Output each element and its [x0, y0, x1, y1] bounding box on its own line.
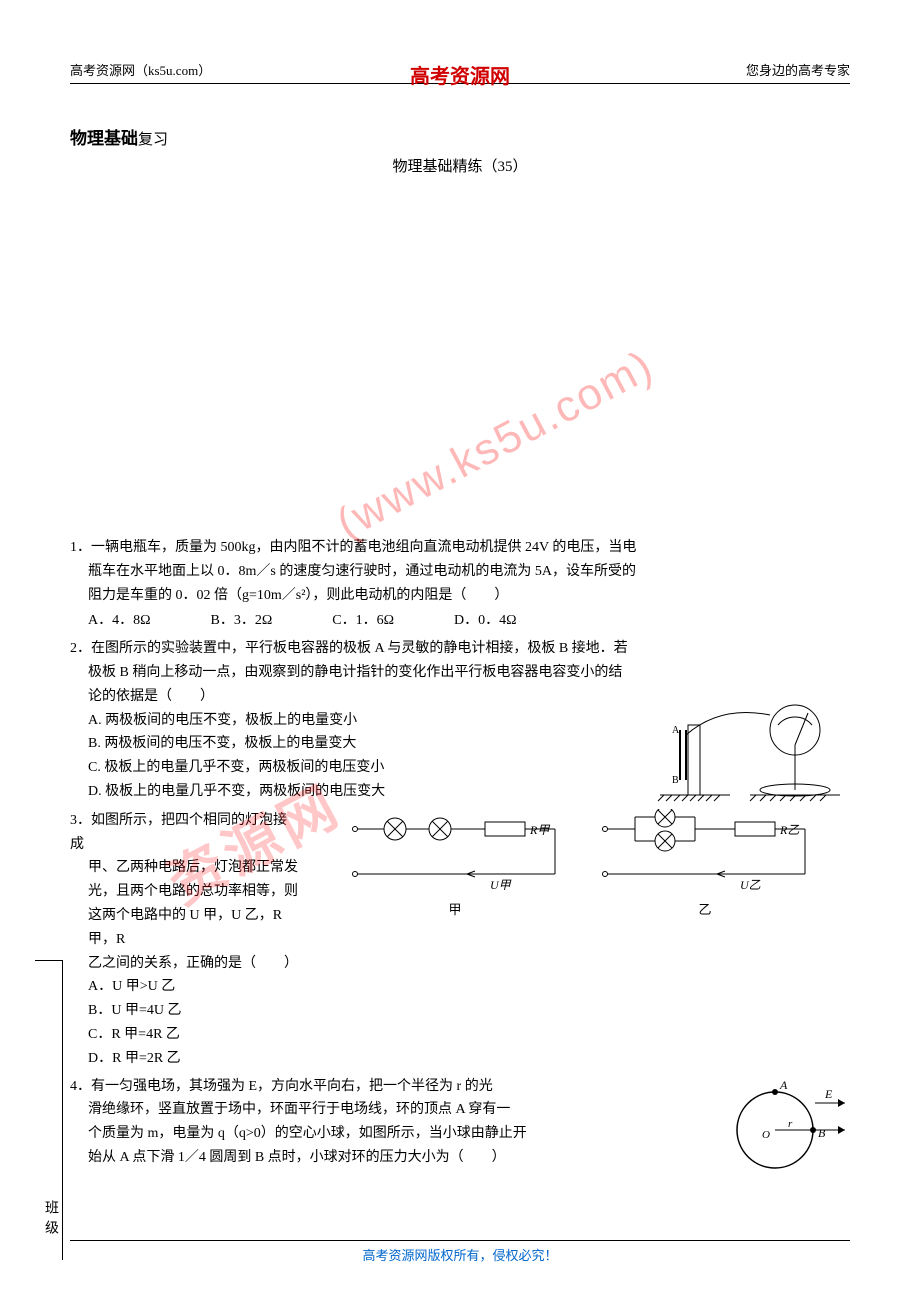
q2-opt-a: A. 两极板间的电压不变，极板上的电量变小: [70, 709, 640, 733]
q1-opt-a: A．4．8Ω: [88, 609, 151, 633]
q3-opt-c: C．R 甲=4R 乙: [88, 1023, 850, 1047]
q2-line1: 在图所示的实验装置中，平行板电容器的极板 A 与灵敏的静电计相接，极板 B 接地…: [91, 641, 628, 656]
q2-figure: A B: [650, 685, 850, 805]
svg-text:B: B: [672, 775, 679, 786]
svg-text:r: r: [788, 1118, 793, 1130]
q3-fig-jia: R甲 U甲 甲: [345, 809, 565, 921]
q4-line3: 个质量为 m，电量为 q（q>0）的空心小球，如图所示，当小球由静止开: [70, 1122, 710, 1146]
title-sub: 复习: [138, 132, 168, 148]
q2-line2: 极板 B 稍向上移动一点，由观察到的静电计指针的变化作出平行板电容器电容变小的结: [70, 661, 850, 685]
q3-cap-jia: 甲: [345, 899, 565, 921]
q1-opt-d: D．0．4Ω: [454, 609, 517, 633]
q2-opt-b: B. 两极板间的电压不变，极板上的电量变大: [70, 732, 640, 756]
q3-num: 3．: [70, 813, 91, 828]
q4-line1: 有一匀强电场，其场强为 E，方向水平向右，把一个半径为 r 的光: [91, 1079, 493, 1094]
q1-options: A．4．8Ω B．3．2Ω C．1．6Ω D．0．4Ω: [70, 609, 850, 633]
header-right: 您身边的高考专家: [746, 60, 850, 79]
header-center: 高考资源网: [410, 60, 510, 89]
q2-line3: 论的依据是（ ）: [70, 685, 640, 709]
q1-line1: 一辆电瓶车，质量为 500kg，由内阻不计的蓄电池组向直流电动机提供 24V 的…: [91, 540, 636, 555]
q3-figures: R甲 U甲 甲: [310, 809, 850, 921]
question-1: 1．一辆电瓶车，质量为 500kg，由内阻不计的蓄电池组向直流电动机提供 24V…: [70, 536, 850, 633]
side-border-top: [35, 960, 63, 961]
q1-opt-c: C．1．6Ω: [332, 609, 394, 633]
content-area: 1．一辆电瓶车，质量为 500kg，由内阻不计的蓄电池组向直流电动机提供 24V…: [70, 536, 850, 1175]
question-4: 4．有一匀强电场，其场强为 E，方向水平向右，把一个半径为 r 的光 滑绝缘环，…: [70, 1075, 850, 1175]
q3-fig-yi: R乙 U乙 乙: [595, 809, 815, 921]
side-border: [62, 960, 63, 1260]
q1-num: 1．: [70, 540, 91, 555]
q3-opt-b: B．U 甲=4U 乙: [88, 999, 850, 1023]
svg-text:A: A: [779, 1078, 788, 1092]
subtitle: 物理基础精练（35）: [70, 155, 850, 176]
side-label: 班级: [40, 1200, 60, 1240]
svg-text:O: O: [762, 1129, 770, 1141]
svg-text:U甲: U甲: [490, 878, 512, 892]
title-main: 物理基础: [70, 129, 138, 148]
svg-text:R甲: R甲: [529, 823, 550, 837]
q1-line2: 瓶车在水平地面上以 0．8m／s 的速度匀速行驶时，通过电动机的电流为 5A，设…: [70, 560, 850, 584]
q4-figure: A B O r E: [720, 1075, 850, 1175]
q3-cap-yi: 乙: [595, 899, 815, 921]
q1-line3: 阻力是车重的 0．02 倍（g=10m／s²），则此电动机的内阻是（ ）: [70, 584, 850, 608]
q2-opt-c: C. 极板上的电量几乎不变，两极板间的电压变小: [70, 756, 640, 780]
q4-line2: 滑绝缘环，竖直放置于场中，环面平行于电场线，环的顶点 A 穿有一: [70, 1098, 710, 1122]
q3-opt-a: A．U 甲>U 乙: [88, 975, 850, 999]
q1-opt-b: B．3．2Ω: [211, 609, 273, 633]
q2-num: 2．: [70, 641, 91, 656]
svg-text:A: A: [672, 725, 680, 736]
q3-line5: 乙之间的关系，正确的是（ ）: [70, 952, 300, 976]
question-3: 3．如图所示，把四个相同的灯泡接成 甲、乙两种电路后，灯泡都正常发 光，且两个电…: [70, 809, 850, 1071]
q3-line3: 光，且两个电路的总功率相等，则: [70, 880, 300, 904]
svg-text:E: E: [824, 1087, 833, 1101]
q3-line2: 甲、乙两种电路后，灯泡都正常发: [70, 856, 300, 880]
svg-text:R乙: R乙: [779, 823, 799, 837]
q4-num: 4．: [70, 1079, 91, 1094]
page-header: 高考资源网（ks5u.com） 高考资源网 您身边的高考专家: [70, 60, 850, 84]
question-2: 2．在图所示的实验装置中，平行板电容器的极板 A 与灵敏的静电计相接，极板 B …: [70, 637, 850, 805]
page-footer: 高考资源网版权所有，侵权必究！: [70, 1240, 850, 1264]
svg-text:B: B: [818, 1126, 826, 1140]
q2-opt-d: D. 极板上的电量几乎不变，两极板间的电压变大: [70, 780, 640, 804]
q4-line4: 始从 A 点下滑 1／4 圆周到 B 点时，小球对环的压力大小为（ ）: [70, 1146, 710, 1170]
header-left: 高考资源网（ks5u.com）: [70, 60, 211, 79]
watermark-url: (www.ks5u.com): [329, 341, 662, 550]
q3-line4: 这两个电路中的 U 甲，U 乙，R 甲，R: [70, 904, 300, 952]
q3-opt-d: D．R 甲=2R 乙: [88, 1047, 850, 1071]
q3-line1: 如图所示，把四个相同的灯泡接成: [70, 813, 287, 852]
page: 高考资源网（ks5u.com） 高考资源网 您身边的高考专家 物理基础复习 物理…: [0, 0, 920, 1302]
svg-text:U乙: U乙: [740, 878, 761, 892]
page-title: 物理基础复习: [70, 124, 850, 149]
